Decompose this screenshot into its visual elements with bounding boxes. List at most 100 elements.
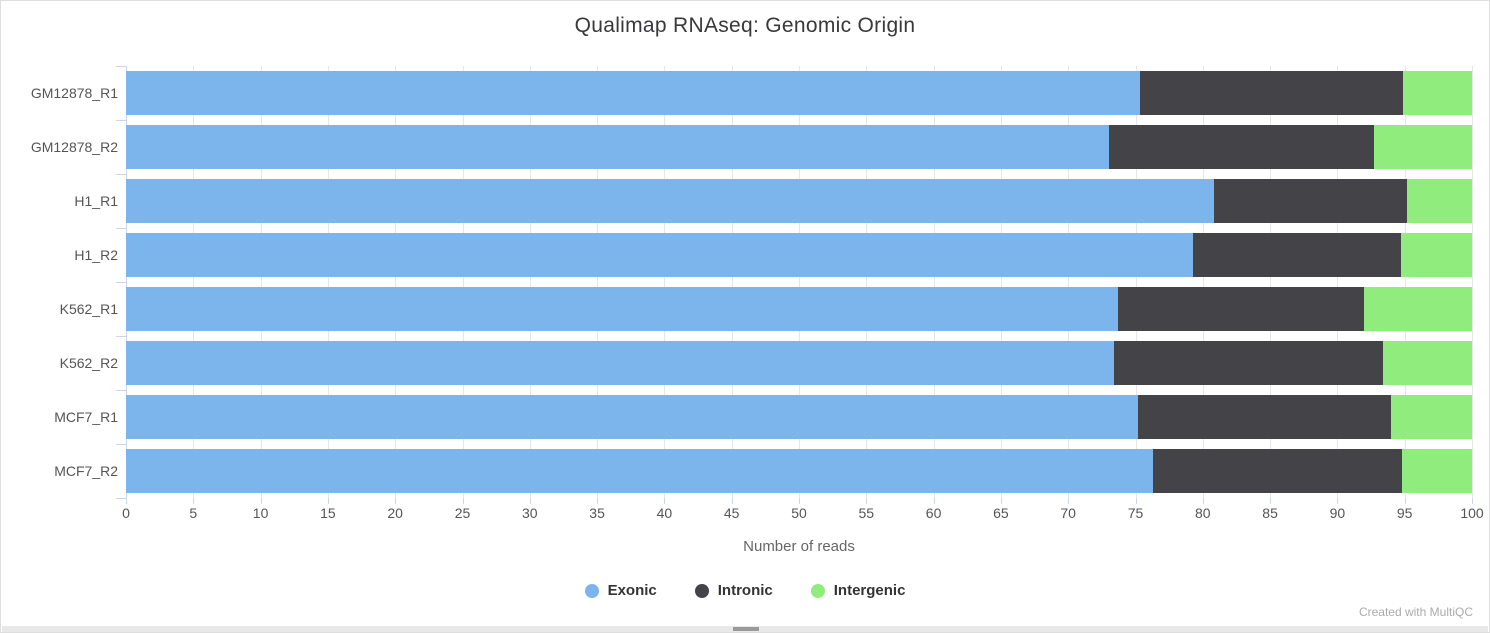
x-axis-tick-label: 15 bbox=[320, 505, 336, 521]
x-axis-tick bbox=[1404, 498, 1406, 504]
bar-segment-exonic[interactable] bbox=[126, 449, 1153, 493]
x-axis-tick bbox=[866, 498, 868, 504]
legend: Exonic Intronic Intergenic bbox=[1, 582, 1489, 599]
gridline bbox=[933, 66, 935, 498]
bar-segment-intronic[interactable] bbox=[1193, 233, 1401, 277]
gridline bbox=[1135, 66, 1137, 498]
gridline bbox=[462, 66, 464, 498]
x-axis-tick-label: 35 bbox=[589, 505, 605, 521]
x-axis-tick bbox=[529, 498, 531, 504]
gridline bbox=[260, 66, 262, 498]
y-axis-tick bbox=[116, 66, 126, 67]
x-axis-tick bbox=[193, 498, 195, 504]
plot-area bbox=[116, 66, 1487, 504]
x-axis-tick-label: 50 bbox=[791, 505, 807, 521]
x-axis-tick bbox=[260, 498, 262, 504]
bar-segment-intronic[interactable] bbox=[1139, 71, 1404, 115]
bar-segment-exonic[interactable] bbox=[126, 287, 1118, 331]
x-axis-tick-label: 0 bbox=[122, 505, 130, 521]
x-axis-tick bbox=[395, 498, 397, 504]
x-axis-title: Number of reads bbox=[743, 538, 855, 555]
horizontal-scrollbar-thumb[interactable] bbox=[733, 627, 759, 631]
legend-marker-icon bbox=[810, 583, 825, 598]
x-axis-tick-label: 100 bbox=[1460, 505, 1484, 521]
x-axis-tick bbox=[664, 498, 666, 504]
y-axis-tick bbox=[116, 336, 126, 337]
y-axis-tick bbox=[116, 120, 126, 121]
x-axis-tick-label: 95 bbox=[1396, 505, 1413, 521]
bar-segment-intergenic[interactable] bbox=[1402, 449, 1472, 493]
bar-segment-intergenic[interactable] bbox=[1373, 125, 1472, 169]
x-axis-tick bbox=[126, 498, 127, 504]
legend-label: Exonic bbox=[607, 582, 657, 599]
bar-segment-exonic[interactable] bbox=[126, 341, 1114, 385]
gridline bbox=[866, 66, 868, 498]
bar-segment-exonic[interactable] bbox=[126, 233, 1194, 277]
x-axis-tick bbox=[327, 498, 329, 504]
x-axis-tick-label: 5 bbox=[189, 505, 198, 521]
bar-segment-intronic[interactable] bbox=[1118, 287, 1365, 331]
gridline bbox=[327, 66, 329, 498]
x-axis-tick-label: 85 bbox=[1262, 505, 1278, 521]
legend-item-exonic[interactable]: Exonic bbox=[584, 582, 657, 599]
y-axis-category-label: MCF7_R1 bbox=[54, 409, 118, 425]
x-axis-tick bbox=[1270, 498, 1272, 504]
bar-segment-exonic[interactable] bbox=[126, 179, 1214, 223]
bar-segment-intergenic[interactable] bbox=[1364, 287, 1472, 331]
horizontal-scrollbar-track[interactable] bbox=[2, 626, 1488, 632]
bar-segment-intergenic[interactable] bbox=[1407, 179, 1472, 223]
y-axis-line bbox=[126, 66, 127, 498]
legend-item-intronic[interactable]: Intronic bbox=[694, 582, 773, 599]
gridline bbox=[1068, 66, 1070, 498]
gridline bbox=[799, 66, 800, 498]
x-axis-tick bbox=[597, 498, 599, 504]
bar-segment-exonic[interactable] bbox=[126, 395, 1139, 439]
x-axis-tick bbox=[1000, 498, 1002, 504]
gridline bbox=[193, 66, 195, 498]
y-axis-category-label: H1_R2 bbox=[74, 247, 118, 263]
bar-segment-intergenic[interactable] bbox=[1383, 341, 1472, 385]
x-axis-tick-label: 60 bbox=[925, 505, 942, 521]
bar-segment-exonic[interactable] bbox=[126, 71, 1140, 115]
gridline bbox=[1202, 66, 1204, 498]
bar-segment-intronic[interactable] bbox=[1108, 125, 1374, 169]
legend-marker-icon bbox=[584, 583, 599, 598]
chart-title: Qualimap RNAseq: Genomic Origin bbox=[574, 14, 916, 37]
bar-segment-intronic[interactable] bbox=[1213, 179, 1408, 223]
gridline bbox=[664, 66, 666, 498]
bar-segment-intronic[interactable] bbox=[1152, 449, 1402, 493]
x-axis-tick bbox=[462, 498, 464, 504]
gridline bbox=[395, 66, 397, 498]
bar-segment-exonic[interactable] bbox=[126, 125, 1109, 169]
y-axis-tick bbox=[116, 444, 126, 445]
x-axis-tick-label: 90 bbox=[1329, 505, 1346, 521]
gridline bbox=[1404, 66, 1406, 498]
y-axis-tick bbox=[116, 174, 126, 175]
y-axis-tick bbox=[116, 282, 126, 283]
x-axis-tick-label: 75 bbox=[1127, 505, 1144, 521]
y-axis-tick bbox=[116, 390, 126, 391]
bar-segment-intergenic[interactable] bbox=[1403, 71, 1472, 115]
bar-segment-intergenic[interactable] bbox=[1400, 233, 1472, 277]
watermark: Created with MultiQC bbox=[1358, 605, 1473, 619]
x-axis-tick-label: 80 bbox=[1195, 505, 1211, 521]
x-axis-tick-label: 20 bbox=[387, 505, 403, 521]
gridline bbox=[597, 66, 599, 498]
x-axis-tick bbox=[1068, 498, 1070, 504]
x-axis-tick-label: 70 bbox=[1060, 505, 1076, 521]
x-axis-tick bbox=[799, 498, 800, 504]
x-axis-tick-label: 25 bbox=[454, 505, 471, 521]
y-axis-category-label: GM12878_R2 bbox=[30, 139, 118, 155]
bar-segment-intronic[interactable] bbox=[1138, 395, 1392, 439]
gridline bbox=[1000, 66, 1002, 498]
y-axis-category-label: H1_R1 bbox=[74, 193, 118, 209]
x-axis-tick-label: 65 bbox=[993, 505, 1009, 521]
legend-item-intergenic[interactable]: Intergenic bbox=[810, 582, 905, 599]
bar-segment-intronic[interactable] bbox=[1113, 341, 1384, 385]
gridline bbox=[731, 66, 733, 498]
x-axis-tick bbox=[731, 498, 733, 504]
bar-segment-intergenic[interactable] bbox=[1391, 395, 1472, 439]
x-axis-tick bbox=[1337, 498, 1339, 504]
y-axis-category-label: K562_R1 bbox=[59, 301, 118, 317]
